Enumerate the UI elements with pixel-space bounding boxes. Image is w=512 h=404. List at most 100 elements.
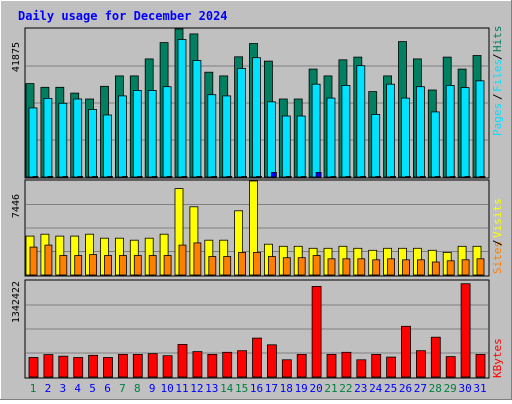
- x-axis-day-label: 6: [104, 382, 111, 395]
- bar-sites: [416, 259, 425, 276]
- bar-files: [252, 57, 261, 178]
- bar-files: [132, 90, 142, 178]
- x-axis-day-label: 21: [324, 382, 337, 395]
- bar-sites: [148, 255, 157, 276]
- bar-pages: [241, 176, 248, 178]
- bar-sites: [431, 261, 440, 276]
- bar-pages: [315, 171, 322, 178]
- bar-sites: [446, 260, 455, 276]
- bar-files: [296, 115, 306, 178]
- bar-kbytes: [296, 353, 307, 378]
- legend-separator: /: [491, 53, 504, 60]
- x-axis-day-label: 7: [119, 382, 126, 395]
- kbytes-panel: 1342422 KBytes: [11, 279, 504, 379]
- bar-pages: [226, 176, 233, 178]
- x-axis-day-label: 14: [220, 382, 234, 395]
- bar-sites: [327, 258, 336, 276]
- bar-pages: [107, 176, 113, 178]
- legend-separator: /: [491, 239, 504, 246]
- bar-sites: [312, 255, 321, 276]
- bar-kbytes: [103, 357, 113, 378]
- bar-files: [58, 102, 68, 178]
- bar-files: [341, 85, 351, 178]
- legend-label-visits: Visits: [491, 198, 504, 238]
- bar-files: [445, 85, 455, 178]
- bar-sites: [402, 259, 410, 276]
- x-axis-day-label: 19: [295, 382, 308, 395]
- bar-files: [281, 115, 291, 178]
- x-axis-day-label: 28: [429, 382, 442, 395]
- bar-sites: [357, 258, 366, 276]
- bar-sites: [342, 258, 351, 276]
- bar-kbytes: [162, 355, 173, 378]
- bar-sites: [223, 256, 232, 276]
- bar-pages: [360, 176, 367, 178]
- bar-pages: [270, 171, 277, 178]
- legend-label-sites: Sites: [491, 241, 504, 274]
- x-axis-day-label: 12: [190, 382, 203, 395]
- bar-pages: [330, 176, 337, 178]
- x-axis-day-label: 5: [89, 382, 96, 395]
- legend-label-hits: Hits: [491, 26, 504, 53]
- bar-files: [237, 68, 247, 178]
- legend-separator: /: [491, 93, 504, 100]
- bar-sites: [208, 256, 217, 276]
- bar-files: [266, 101, 276, 178]
- y-axis-tick-label: 41875: [11, 42, 22, 72]
- hits-files-pages-panel: 41875 Pages / Files / Hits: [11, 26, 504, 179]
- bar-kbytes: [401, 325, 411, 378]
- bar-files: [103, 114, 112, 178]
- bar-pages: [181, 176, 188, 178]
- bar-kbytes: [430, 336, 441, 378]
- bar-pages: [345, 176, 352, 178]
- bar-files: [356, 65, 366, 178]
- bar-pages: [166, 176, 173, 178]
- bar-sites: [282, 257, 291, 276]
- bar-pages: [92, 176, 98, 178]
- bar-kbytes: [266, 344, 277, 378]
- bar-pages: [136, 176, 143, 178]
- y-axis-tick-label: 1342422: [11, 281, 22, 323]
- bar-pages: [479, 176, 486, 178]
- x-axis-day-label: 8: [134, 382, 141, 395]
- legend-label-kbytes: KBytes: [491, 338, 504, 378]
- x-axis-day-label: 9: [149, 382, 156, 395]
- bar-files: [73, 98, 83, 178]
- bar-files: [415, 86, 425, 178]
- bar-kbytes: [43, 354, 54, 378]
- bar-sites: [59, 255, 68, 276]
- bar-sites: [387, 258, 396, 276]
- bar-kbytes: [341, 351, 352, 378]
- bar-sites: [89, 254, 97, 276]
- bar-files: [43, 98, 53, 178]
- bar-kbytes: [207, 353, 218, 378]
- bar-sites: [238, 251, 247, 276]
- bar-pages: [211, 176, 218, 178]
- bar-pages: [419, 176, 426, 178]
- bar-pages: [449, 176, 456, 178]
- x-axis-day-label: 27: [414, 382, 427, 395]
- bar-files: [460, 87, 470, 178]
- x-axis-day-label: 29: [444, 382, 457, 395]
- x-axis-day-label: 4: [74, 382, 81, 395]
- bar-pages: [285, 176, 292, 178]
- bar-kbytes: [237, 350, 248, 378]
- bar-pages: [375, 176, 382, 178]
- bar-kbytes: [147, 353, 158, 378]
- bar-kbytes: [88, 354, 98, 378]
- x-axis-day-label: 3: [59, 382, 66, 395]
- x-axis-day-label: 1: [30, 382, 37, 395]
- bar-files: [222, 95, 232, 178]
- bar-sites: [104, 255, 112, 276]
- x-axis-day-labels: 1 2 3 4 5 6 7 8 9 10 11 12 13 14 15 16 17 18 19 20 21 22 23 24 2…: [30, 382, 487, 395]
- visits-sites-panel: 7446 Sites / Visits: [11, 179, 504, 277]
- bar-kbytes: [460, 283, 471, 378]
- bar-sites: [74, 255, 83, 276]
- bar-files: [371, 114, 381, 178]
- x-axis-day-label: 15: [235, 382, 248, 395]
- bar-files: [401, 97, 410, 178]
- x-axis-day-label: 22: [339, 382, 352, 395]
- x-axis-day-label: 16: [250, 382, 263, 395]
- bar-files: [430, 111, 440, 178]
